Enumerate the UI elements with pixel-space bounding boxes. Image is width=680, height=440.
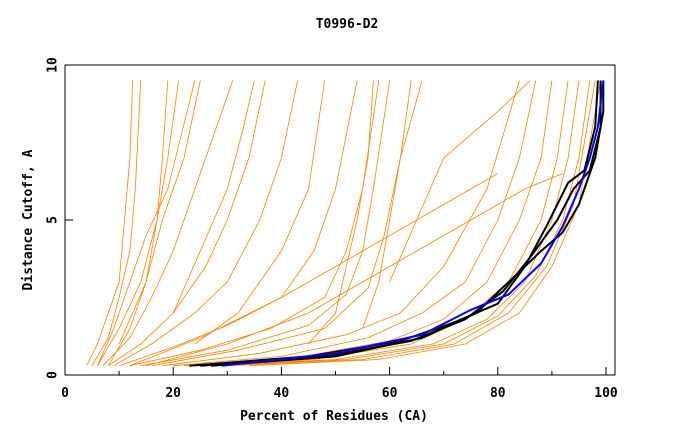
y-tick-label: 5 bbox=[46, 216, 61, 224]
series-line-model-20 bbox=[362, 80, 412, 329]
series-line-model-12 bbox=[173, 80, 537, 367]
series-line-model-13 bbox=[183, 80, 553, 367]
series-line-model-11 bbox=[162, 80, 520, 367]
series-line-model-4 bbox=[102, 80, 234, 366]
series-line-model-3 bbox=[97, 80, 179, 366]
chart-title: T0996-D2 bbox=[316, 17, 379, 32]
plot-area bbox=[86, 80, 605, 367]
series-line-model-25 bbox=[194, 80, 326, 345]
x-tick-label: 80 bbox=[490, 386, 506, 401]
series-line-black-3 bbox=[211, 80, 605, 367]
series-line-model-14 bbox=[194, 80, 569, 367]
series-line-model-9 bbox=[140, 80, 390, 367]
series-line-model-6 bbox=[113, 80, 298, 367]
x-tick-label: 0 bbox=[61, 386, 69, 401]
series-line-model-15 bbox=[205, 80, 580, 367]
series-line-model-8 bbox=[129, 80, 380, 367]
series-line-black-1 bbox=[189, 80, 599, 367]
y-tick-label: 0 bbox=[46, 371, 61, 379]
series-line-model-10 bbox=[151, 80, 423, 367]
y-axis: 0 5 10 bbox=[46, 57, 73, 379]
series-line-model-5 bbox=[108, 80, 266, 367]
series-line-model-7 bbox=[118, 80, 358, 367]
series-line-model-18 bbox=[145, 173, 563, 367]
series-line-model-21 bbox=[308, 80, 374, 345]
x-tick-label: 20 bbox=[165, 386, 181, 401]
x-axis: 0 20 40 60 80 100 bbox=[61, 367, 618, 401]
y-tick-label: 10 bbox=[46, 57, 61, 73]
series-line-model-23 bbox=[118, 80, 201, 345]
series-line-model-27 bbox=[107, 80, 169, 366]
plot-frame bbox=[64, 64, 616, 376]
y-axis-label: Distance Cutoff, A bbox=[21, 149, 36, 290]
x-tick-label: 60 bbox=[382, 386, 398, 401]
series-line-model-19 bbox=[129, 173, 498, 367]
series-line-model-1 bbox=[86, 80, 133, 366]
series-line-model-2 bbox=[91, 80, 142, 366]
x-tick-label: 100 bbox=[594, 386, 618, 401]
series-line-model-22 bbox=[389, 80, 531, 283]
series-line-model-24 bbox=[172, 80, 255, 314]
series-line-blue-1 bbox=[221, 80, 605, 367]
series-line-model-16 bbox=[216, 80, 591, 367]
series-line-model-17 bbox=[227, 80, 596, 367]
series-line-model-28 bbox=[97, 80, 196, 366]
x-tick-label: 40 bbox=[274, 386, 290, 401]
x-axis-label: Percent of Residues (CA) bbox=[240, 409, 428, 424]
